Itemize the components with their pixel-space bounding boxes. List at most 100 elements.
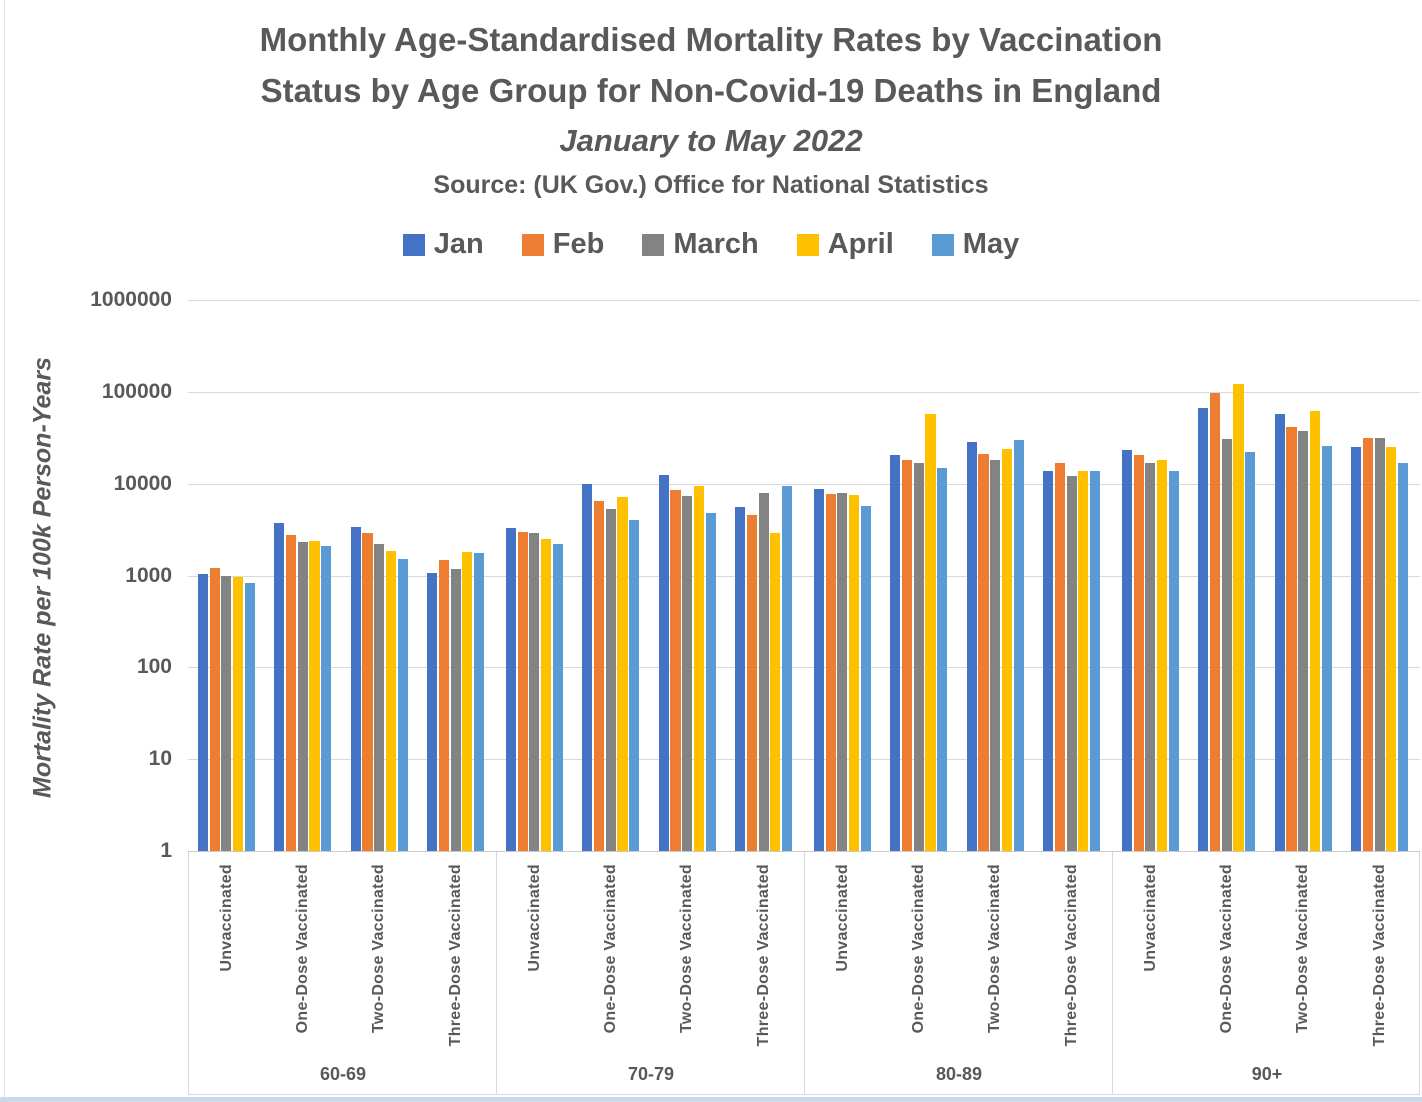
legend-label-jan: Jan (433, 228, 484, 260)
bar-70-79-three-dose-vaccinated-march (758, 492, 769, 851)
bar-70-79-one-dose-vaccinated-may (629, 519, 640, 851)
x-label-70-79-one-dose-vaccinated: One-Dose Vaccinated (601, 864, 619, 1034)
bar-60-69-one-dose-vaccinated-april (309, 541, 320, 851)
legend: Jan Feb March April May (0, 228, 1422, 261)
bar-80-89-two-dose-vaccinated-march (990, 460, 1001, 851)
chart-subtitle: January to May 2022 (559, 122, 863, 158)
bar-80-89-unvaccinated-april (849, 495, 860, 851)
y-tick-label-10000: 10000 (113, 471, 172, 495)
gridline (188, 300, 1420, 301)
bar-80-89-three-dose-vaccinated-jan (1043, 471, 1054, 851)
bar-70-79-one-dose-vaccinated-april (617, 497, 628, 851)
x-label-60-69-one-dose-vaccinated: One-Dose Vaccinated (293, 864, 311, 1034)
bar-90-two-dose-vaccinated-april (1309, 411, 1320, 851)
age-group-label-60-69: 60-69 (319, 1064, 367, 1084)
cluster-80-89-one-dose-vaccinated (890, 300, 948, 851)
bar-70-79-two-dose-vaccinated-feb (670, 490, 681, 851)
cluster-80-89-unvaccinated (814, 300, 871, 851)
x-label-80-89-two-dose-vaccinated: Two-Dose Vaccinated (986, 864, 1004, 1034)
bar-70-79-two-dose-vaccinated-march (682, 495, 693, 851)
bar-70-79-unvaccinated-may (552, 544, 563, 851)
age-group-label-80-89: 80-89 (935, 1064, 983, 1084)
bar-90-one-dose-vaccinated-may (1245, 451, 1256, 851)
bar-60-69-three-dose-vaccinated-feb (438, 559, 449, 851)
bar-90-three-dose-vaccinated-march (1374, 438, 1385, 851)
x-label-60-69-three-dose-vaccinated: Three-Dose Vaccinated (446, 864, 464, 1047)
bar-80-89-two-dose-vaccinated-may (1013, 440, 1024, 851)
bar-70-79-two-dose-vaccinated-jan (658, 475, 669, 851)
bar-70-79-three-dose-vaccinated-may (781, 486, 792, 851)
bar-80-89-two-dose-vaccinated-jan (966, 442, 977, 851)
bar-70-79-one-dose-vaccinated-jan (582, 483, 593, 851)
x-label-80-89-unvaccinated: Unvaccinated (833, 864, 851, 972)
bar-60-69-two-dose-vaccinated-april (385, 550, 396, 851)
bar-90-two-dose-vaccinated-may (1321, 446, 1332, 851)
cluster-60-69-two-dose-vaccinated (350, 300, 408, 851)
bar-60-69-unvaccinated-march (221, 575, 232, 851)
title-block: Monthly Age-Standardised Mortality Rates… (0, 14, 1422, 200)
bar-70-79-three-dose-vaccinated-april (770, 532, 781, 851)
gridline (188, 667, 1420, 669)
chart-title-line2: Status by Age Group for Non-Covid-19 Dea… (260, 72, 1162, 110)
bar-70-79-two-dose-vaccinated-may (705, 513, 716, 851)
legend-label-april: April (827, 228, 894, 260)
y-tick-label-100000: 100000 (101, 379, 172, 403)
bar-group-80-89 (804, 300, 1112, 851)
cluster-60-69-one-dose-vaccinated (274, 300, 332, 851)
bar-60-69-two-dose-vaccinated-feb (362, 533, 373, 851)
bar-group-70-79 (496, 300, 804, 851)
bar-90-unvaccinated-march (1145, 463, 1156, 851)
bar-70-79-two-dose-vaccinated-april (693, 485, 704, 851)
y-tick-label-1000000: 1000000 (90, 288, 172, 311)
bar-group-90 (1112, 300, 1420, 851)
cluster-80-89-two-dose-vaccinated (966, 300, 1024, 851)
gridline (188, 759, 1420, 761)
bar-60-69-three-dose-vaccinated-march (450, 568, 461, 851)
cluster-90-unvaccinated (1122, 300, 1179, 851)
group-divider (496, 852, 497, 1095)
bar-90-one-dose-vaccinated-feb (1210, 393, 1221, 851)
bar-60-69-unvaccinated-april (233, 576, 244, 851)
cluster-70-79-two-dose-vaccinated (658, 300, 716, 851)
x-label-60-69-two-dose-vaccinated: Two-Dose Vaccinated (370, 864, 388, 1034)
legend-label-feb: Feb (552, 228, 605, 260)
bar-90-unvaccinated-april (1157, 460, 1168, 851)
gridline (188, 483, 1420, 485)
bar-90-one-dose-vaccinated-jan (1198, 408, 1209, 851)
y-tick-label-10: 10 (148, 747, 172, 771)
bar-60-69-one-dose-vaccinated-jan (274, 523, 285, 851)
y-tick-label-1000: 1000 (125, 563, 172, 587)
legend-item-jan: Jan (402, 228, 484, 261)
bar-70-79-one-dose-vaccinated-feb (594, 500, 605, 851)
cluster-90-one-dose-vaccinated (1198, 300, 1256, 851)
y-tick-label-1: 1 (160, 839, 172, 862)
x-label-90-one-dose-vaccinated: One-Dose Vaccinated (1217, 864, 1235, 1034)
legend-swatch-feb (521, 233, 544, 256)
cluster-70-79-unvaccinated (506, 300, 563, 851)
plot-area (188, 300, 1420, 852)
bar-70-79-three-dose-vaccinated-jan (735, 507, 746, 851)
bar-70-79-unvaccinated-april (541, 538, 552, 851)
chart-source: Source: (UK Gov.) Office for National St… (433, 170, 989, 199)
bar-80-89-three-dose-vaccinated-may (1089, 470, 1100, 851)
cluster-90-three-dose-vaccinated (1351, 300, 1408, 851)
legend-item-may: May (931, 228, 1019, 261)
bar-80-89-unvaccinated-may (860, 505, 871, 851)
legend-item-march: March (642, 228, 759, 261)
legend-swatch-march (642, 233, 665, 256)
bar-80-89-two-dose-vaccinated-april (1001, 449, 1012, 851)
cluster-90-two-dose-vaccinated (1274, 300, 1332, 851)
bar-80-89-unvaccinated-feb (825, 494, 836, 851)
bar-60-69-three-dose-vaccinated-jan (427, 572, 438, 851)
window-left-border (4, 0, 5, 1097)
x-axis-label-area: Unvaccinated One-Dose Vaccinated Two-Dose … (188, 851, 1420, 1095)
bar-60-69-unvaccinated-may (244, 583, 255, 851)
bar-60-69-two-dose-vaccinated-jan (350, 526, 361, 851)
x-label-90-unvaccinated: Unvaccinated (1141, 864, 1159, 972)
bar-90-two-dose-vaccinated-jan (1274, 414, 1285, 851)
bar-90-one-dose-vaccinated-april (1233, 384, 1244, 851)
age-group-label-70-79: 70-79 (627, 1064, 675, 1084)
bar-80-89-three-dose-vaccinated-march (1066, 476, 1077, 851)
bar-90-one-dose-vaccinated-march (1221, 439, 1232, 851)
